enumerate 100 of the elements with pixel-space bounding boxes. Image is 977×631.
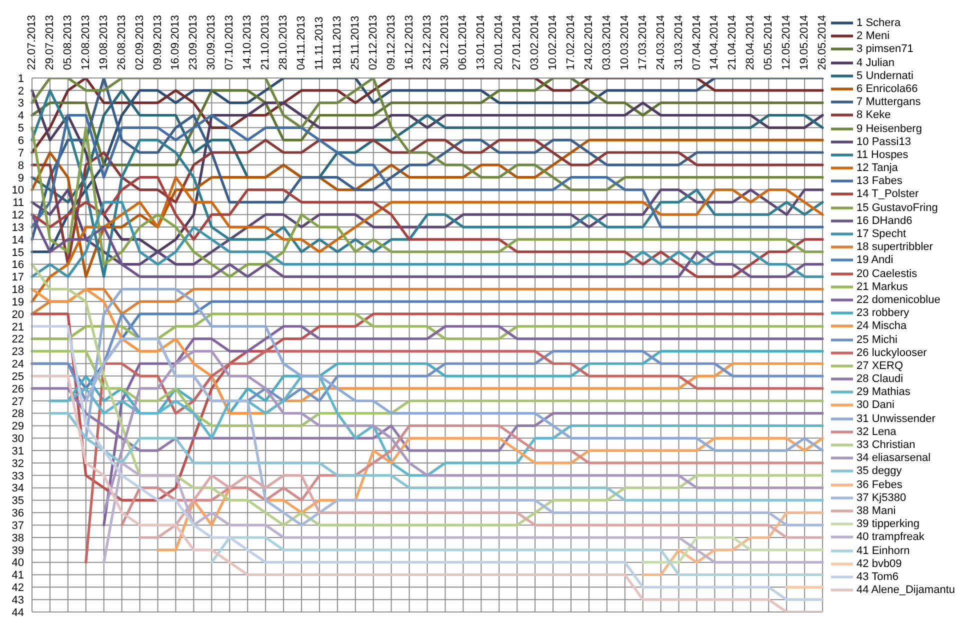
y-tick-label: 29 — [12, 420, 24, 433]
legend-label: 15 GustavoFring — [856, 202, 938, 214]
x-tick-label: 21.10.2013 — [260, 14, 272, 70]
x-tick-label: 26.08.2013 — [116, 14, 128, 70]
y-tick-label: 18 — [12, 284, 24, 296]
x-tick-label: 14.10.2013 — [242, 14, 254, 70]
x-tick-label: 09.12.2013 — [385, 14, 398, 70]
y-tick-label: 21 — [12, 321, 24, 334]
x-tick-label: 24.03.2014 — [654, 14, 667, 70]
legend-label: 35 deggy — [856, 465, 902, 478]
x-tick-label: 31.03.2014 — [672, 14, 685, 70]
x-tick-label: 12.08.2013 — [80, 14, 92, 70]
y-tick-label: 44 — [12, 606, 24, 619]
legend-label: 14 T_Polster — [856, 188, 919, 200]
y-tick-label: 28 — [12, 408, 24, 420]
legend-label: 29 Mathias — [856, 386, 910, 398]
legend-label: 32 Lena — [856, 426, 896, 438]
y-tick-label: 32 — [12, 458, 24, 470]
legend-label: 8 Keke — [856, 109, 891, 122]
legend-label: 12 Tanja — [856, 162, 898, 174]
x-tick-label: 16.09.2013 — [170, 14, 182, 70]
x-tick-label: 10.03.2014 — [618, 14, 631, 70]
y-tick-label: 7 — [18, 147, 24, 160]
legend-label: 44 Alene_Dijamantu — [856, 584, 955, 596]
y-tick-label: 43 — [12, 594, 24, 606]
legend-label: 39 tipperking — [856, 518, 920, 530]
x-tick-label: 27.01.2014 — [511, 14, 524, 70]
y-tick-label: 25 — [12, 370, 24, 383]
y-tick-label: 27 — [12, 396, 24, 408]
legend-label: 11 Hospes — [856, 148, 908, 161]
legend-label: 31 Unwissender — [856, 412, 936, 425]
y-tick-label: 16 — [12, 259, 24, 272]
legend-label: 26 luckylooser — [856, 346, 927, 359]
x-tick-label: 06.01.2014 — [457, 14, 470, 70]
legend-label: 23 robbery — [856, 307, 910, 320]
y-tick-label: 15 — [12, 246, 24, 259]
y-tick-label: 2 — [18, 85, 24, 98]
legend-label: 40 trampfreak — [856, 531, 924, 544]
y-tick-label: 14 — [12, 234, 24, 246]
x-tick-label: 02.09.2013 — [134, 14, 146, 70]
x-tick-label: 03.02.2014 — [529, 14, 542, 70]
y-tick-label: 6 — [18, 135, 24, 147]
legend-label: 9 Heisenberg — [856, 122, 922, 134]
y-tick-label: 10 — [12, 184, 24, 197]
legend-label: 30 Dani — [856, 399, 894, 412]
x-tick-label: 30.12.2013 — [439, 14, 452, 70]
x-tick-label: 19.05.2014 — [798, 14, 811, 70]
y-tick-label: 8 — [18, 160, 24, 172]
legend-label: 24 Mischa — [856, 320, 907, 332]
y-tick-label: 22 — [12, 334, 24, 346]
legend-label: 20 Caelestis — [856, 267, 918, 280]
y-tick-label: 42 — [12, 582, 24, 594]
x-tick-label: 19.08.2013 — [98, 14, 110, 70]
y-tick-label: 35 — [12, 495, 24, 508]
y-tick-label: 30 — [12, 433, 24, 446]
x-tick-label: 24.02.2014 — [582, 14, 595, 70]
legend-label: 19 Andi — [856, 254, 894, 266]
legend-label: 42 bvb09 — [856, 558, 902, 570]
x-tick-label: 30.09.2013 — [206, 14, 218, 70]
legend-label: 38 Mani — [856, 504, 896, 517]
x-tick-label: 17.02.2014 — [565, 14, 577, 70]
x-tick-label: 05.08.2013 — [62, 14, 74, 70]
x-tick-label: 02.12.2013 — [367, 14, 380, 70]
y-tick-label: 4 — [18, 110, 24, 122]
x-tick-label: 14.04.2014 — [708, 14, 721, 70]
legend-label: 41 Einhorn — [856, 544, 910, 556]
x-tick-label: 10.02.2014 — [547, 14, 560, 70]
x-tick-label: 28.10.2013 — [278, 14, 290, 70]
y-tick-label: 23 — [12, 346, 24, 358]
legend-label: 4 Julian — [856, 56, 894, 68]
x-tick-label: 11.11.2013 — [313, 16, 326, 70]
y-tick-label: 38 — [12, 532, 24, 544]
x-tick-label: 23.12.2013 — [421, 14, 434, 70]
x-tick-label: 20.01.2014 — [493, 14, 506, 70]
legend-label: 16 DHand6 — [856, 214, 912, 227]
x-tick-label: 12.05.2014 — [780, 14, 793, 70]
x-tick-label: 07.04.2014 — [690, 14, 703, 70]
y-tick-label: 26 — [12, 383, 24, 396]
legend-label: 22 domenicoblue — [856, 294, 940, 306]
legend-label: 25 Michi — [856, 333, 898, 346]
x-tick-label: 09.09.2013 — [152, 14, 164, 70]
legend-label: 7 Muttergans — [856, 96, 921, 108]
y-tick-label: 19 — [12, 296, 24, 308]
legend-label: 33 Christian — [856, 438, 916, 451]
legend-label: 3 pimsen71 — [856, 43, 914, 56]
y-tick-label: 11 — [12, 197, 24, 210]
y-tick-label: 17 — [12, 272, 24, 284]
y-tick-label: 31 — [12, 445, 24, 458]
y-tick-label: 36 — [12, 508, 24, 520]
x-tick-label: 13.01.2014 — [475, 14, 488, 70]
legend-label: 36 Febes — [856, 478, 902, 490]
x-tick-label: 26.05.2014 — [816, 14, 829, 70]
legend-label: 34 eliasarsenal — [856, 452, 931, 464]
y-tick-label: 37 — [12, 520, 24, 532]
y-tick-label: 12 — [12, 210, 24, 222]
y-tick-label: 9 — [18, 172, 24, 184]
y-tick-label: 24 — [12, 358, 24, 371]
x-tick-label: 18.11.2013 — [331, 16, 344, 70]
y-tick-label: 5 — [18, 122, 24, 135]
legend-label: 18 supertribbler — [856, 241, 933, 254]
